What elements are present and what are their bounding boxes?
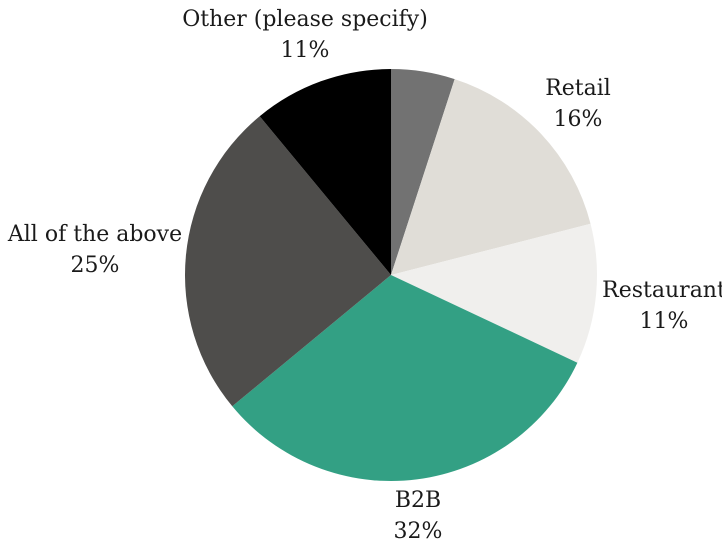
slice-percent-all-of-the-above: 25% — [71, 253, 120, 278]
pie-slice-restaurant — [391, 223, 597, 363]
data-label-restaurant: Restaurant 11% — [602, 278, 722, 334]
slice-percent-retail: 16% — [554, 107, 603, 132]
slice-label-other-please-specify: Other (please specify) — [182, 7, 428, 32]
data-label-retail: Retail 16% — [545, 76, 611, 132]
pie-slice-unlabeled-0 — [391, 69, 455, 275]
slice-label-b2b: B2B — [395, 488, 441, 513]
data-label-all-of-the-above: All of the above 25% — [7, 222, 182, 278]
slice-percent-other-please-specify: 11% — [281, 38, 330, 63]
pie-slice-all-of-the-above — [184, 116, 391, 407]
slice-percent-restaurant: 11% — [640, 309, 689, 334]
slice-label-retail: Retail — [545, 76, 611, 101]
slice-label-restaurant: Restaurant — [602, 278, 722, 303]
slice-percent-b2b: 32% — [394, 519, 443, 543]
pie-slice-retail — [391, 79, 591, 275]
pie-slice-other-please-specify — [259, 69, 391, 275]
data-label-other-please-specify: Other (please specify) 11% — [182, 7, 428, 63]
slice-label-all-of-the-above: All of the above — [7, 222, 182, 247]
pie-slices — [184, 69, 597, 482]
pie-slice-b2b — [232, 275, 578, 482]
